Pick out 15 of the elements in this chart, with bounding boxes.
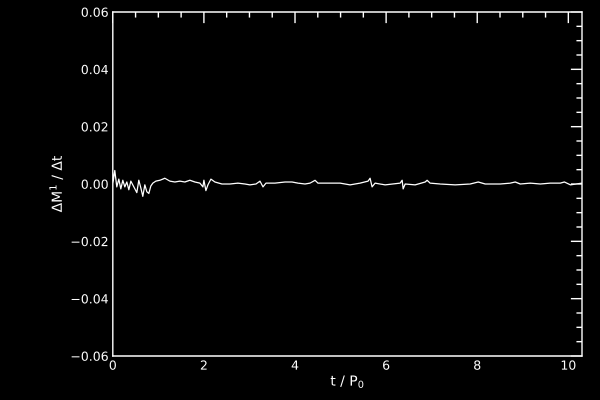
y-tick-label: −0.06: [72, 351, 108, 361]
x-tick-label: 8: [474, 360, 480, 370]
y-tick-label: 0.04: [82, 64, 108, 74]
x-tick-label: 10: [562, 360, 576, 370]
y-tick-label: 0.02: [82, 122, 108, 132]
y-axis-title: ΔM$^{1}$ / Δt: [49, 156, 64, 212]
x-tick-label: 2: [200, 360, 207, 370]
x-tick-label: 0: [110, 360, 116, 370]
y-tick-label: −0.02: [72, 236, 108, 246]
y-tick-label: 0.00: [82, 179, 108, 189]
x-axis-title: t / P$_{0}$: [330, 375, 364, 388]
x-tick-label: 6: [383, 360, 390, 370]
y-tick-label: −0.04: [72, 294, 108, 304]
x-tick-label: 4: [292, 360, 298, 370]
y-tick-label: 0.06: [82, 7, 108, 17]
